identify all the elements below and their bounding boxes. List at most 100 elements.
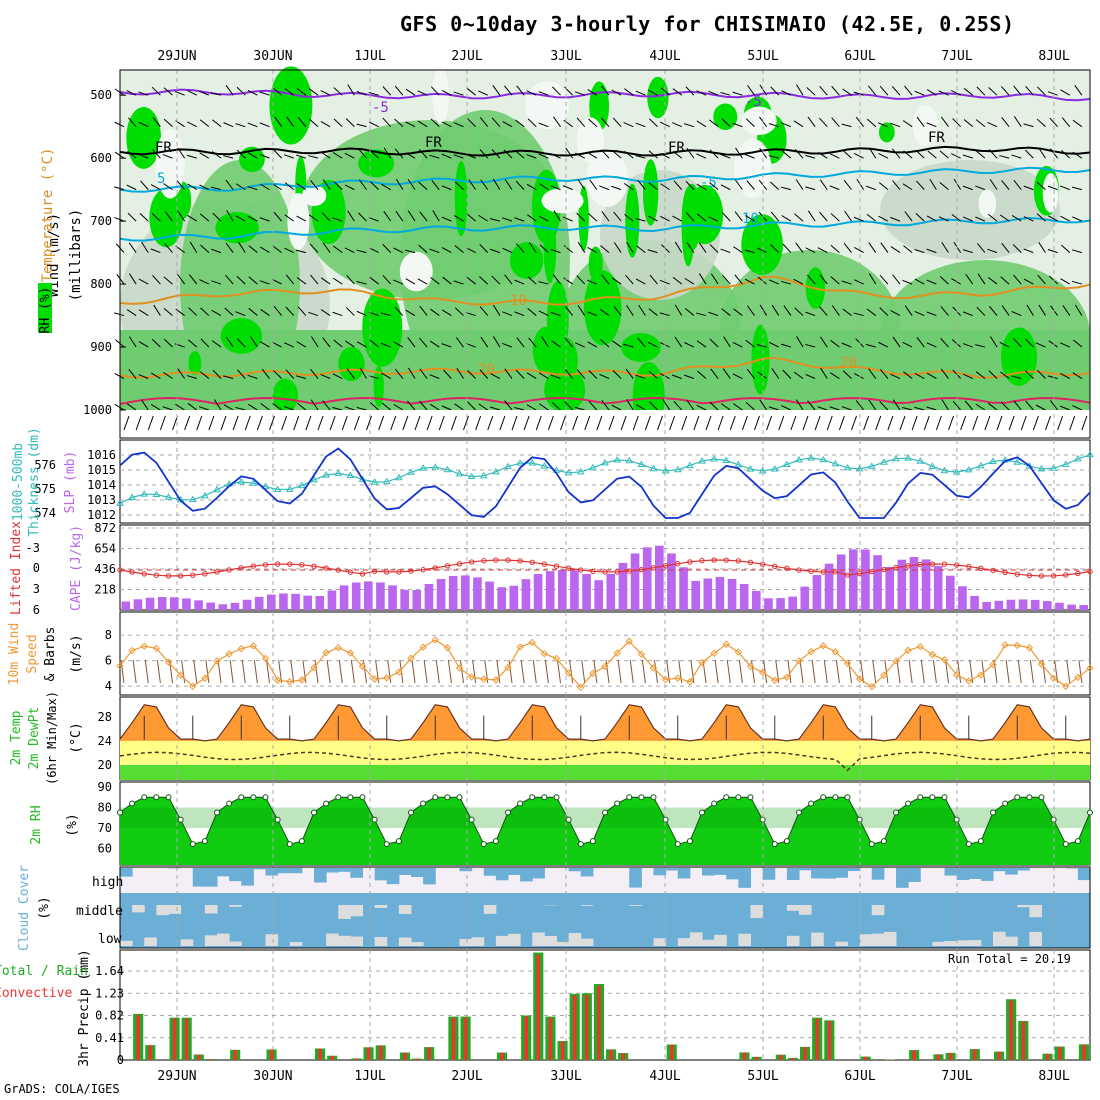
wind-barb bbox=[175, 403, 185, 411]
wind-barb bbox=[659, 121, 670, 128]
contour-label: -5 bbox=[372, 100, 389, 116]
wind-barb bbox=[211, 92, 222, 96]
wind-barb bbox=[795, 179, 804, 190]
lifted-index-marker bbox=[590, 568, 596, 575]
lifted-index-marker bbox=[844, 572, 851, 578]
lifted-index-marker bbox=[505, 557, 511, 563]
cape-bar bbox=[946, 575, 955, 610]
wind-barb bbox=[841, 280, 852, 285]
chart-title: GFS 0~10day 3-hourly for CHISIMAIO (42.5… bbox=[400, 12, 1015, 36]
wind-barb bbox=[588, 213, 598, 222]
wind-barb bbox=[296, 277, 307, 285]
cloud-level-low: low bbox=[98, 932, 122, 947]
thickness-marker bbox=[1073, 454, 1082, 462]
rh2m-marker bbox=[529, 794, 536, 801]
wind-barb bbox=[261, 368, 270, 379]
date-label-top: 2JUL bbox=[451, 49, 482, 64]
wind-barb bbox=[778, 415, 785, 431]
wind-barb bbox=[600, 245, 610, 253]
cape-bar bbox=[1067, 604, 1076, 610]
precip-convective-bar bbox=[584, 994, 589, 1060]
wind-barb bbox=[232, 415, 239, 431]
wind-barb bbox=[826, 415, 833, 431]
wind-speed-marker bbox=[395, 668, 403, 676]
wind-barb bbox=[453, 280, 464, 285]
wind-barb bbox=[467, 118, 476, 128]
wind-speed-marker bbox=[831, 648, 840, 656]
wind-barb bbox=[322, 179, 331, 190]
wind-unit: (m/s) bbox=[69, 634, 84, 673]
wind-barb bbox=[587, 311, 598, 317]
precip-convective-bar bbox=[415, 1058, 419, 1060]
temp-label-3: (6hr Min/Max) bbox=[45, 691, 59, 785]
lifted-index-marker bbox=[856, 570, 863, 577]
thickness-marker bbox=[673, 465, 682, 473]
temp-unit: (°C) bbox=[69, 722, 84, 753]
wind-barb bbox=[241, 659, 246, 684]
wind-barb bbox=[771, 304, 780, 316]
cape-bar bbox=[606, 573, 616, 610]
wind-speed-marker bbox=[868, 683, 876, 691]
wind-barb bbox=[854, 246, 864, 254]
wind-barb bbox=[744, 153, 755, 159]
wind-barb bbox=[717, 415, 724, 431]
wind-barb bbox=[974, 344, 985, 348]
lifted-index-marker bbox=[711, 557, 717, 563]
wind-barb bbox=[138, 341, 149, 348]
cloud-low-gap bbox=[544, 935, 557, 946]
wind-barb bbox=[975, 185, 986, 191]
wind-barb bbox=[247, 89, 258, 96]
cloud-high-bar bbox=[702, 868, 715, 876]
wind-label-2: Speed bbox=[25, 634, 40, 673]
rh-saturated-cell bbox=[878, 122, 895, 143]
cloud-high-bar bbox=[459, 868, 473, 872]
wind-barb bbox=[539, 403, 549, 411]
wind-barb bbox=[295, 249, 306, 254]
wind-barb bbox=[423, 659, 428, 684]
wind-speed-marker bbox=[940, 656, 949, 664]
cloud-low-gap bbox=[859, 934, 873, 946]
cape-bar bbox=[145, 597, 155, 610]
wind-barb bbox=[187, 183, 198, 191]
thickness-marker bbox=[831, 459, 840, 467]
wind-barb bbox=[684, 342, 695, 348]
wind-barb bbox=[746, 368, 755, 379]
wind-barb bbox=[188, 274, 198, 285]
cloud-low-gap bbox=[568, 932, 582, 946]
wind-barb bbox=[562, 185, 573, 191]
wind-barb bbox=[780, 186, 792, 191]
precip-convective-bar bbox=[500, 1052, 504, 1060]
wind-barb bbox=[975, 150, 986, 159]
wind-barb bbox=[302, 659, 307, 684]
wind-barb bbox=[819, 274, 828, 285]
wind-barb bbox=[904, 85, 913, 96]
wind-barb bbox=[805, 374, 816, 379]
rh2m-marker bbox=[747, 794, 754, 801]
precip-unit: 3hr Precip (mm) bbox=[77, 949, 92, 1066]
wind-barb bbox=[587, 246, 598, 254]
wind-barb bbox=[250, 336, 258, 348]
wind-barb bbox=[478, 214, 489, 222]
wind-barb bbox=[527, 118, 537, 128]
wind-barb bbox=[926, 372, 937, 379]
wind-barb bbox=[987, 402, 998, 411]
cloud-high-bar bbox=[483, 868, 497, 876]
wind-barb bbox=[781, 405, 792, 411]
cape-bar bbox=[570, 570, 579, 610]
thickness-marker bbox=[722, 456, 731, 464]
wind-barb bbox=[926, 248, 937, 254]
cloud-high-bar bbox=[192, 868, 206, 887]
wind-barb bbox=[975, 371, 986, 379]
cloud-low-gap bbox=[180, 939, 194, 946]
wind-barb bbox=[574, 91, 585, 96]
wind-barb bbox=[672, 276, 683, 285]
wind-barb bbox=[308, 88, 319, 96]
cloud-middle-gap bbox=[350, 905, 363, 917]
wind-barb bbox=[544, 659, 549, 684]
wind-barb bbox=[378, 415, 385, 431]
wind-barb bbox=[253, 659, 258, 684]
wind-speed-marker bbox=[152, 644, 161, 653]
cape-bar bbox=[279, 593, 288, 610]
wind-barb bbox=[441, 153, 452, 159]
wind-barb bbox=[787, 659, 792, 684]
